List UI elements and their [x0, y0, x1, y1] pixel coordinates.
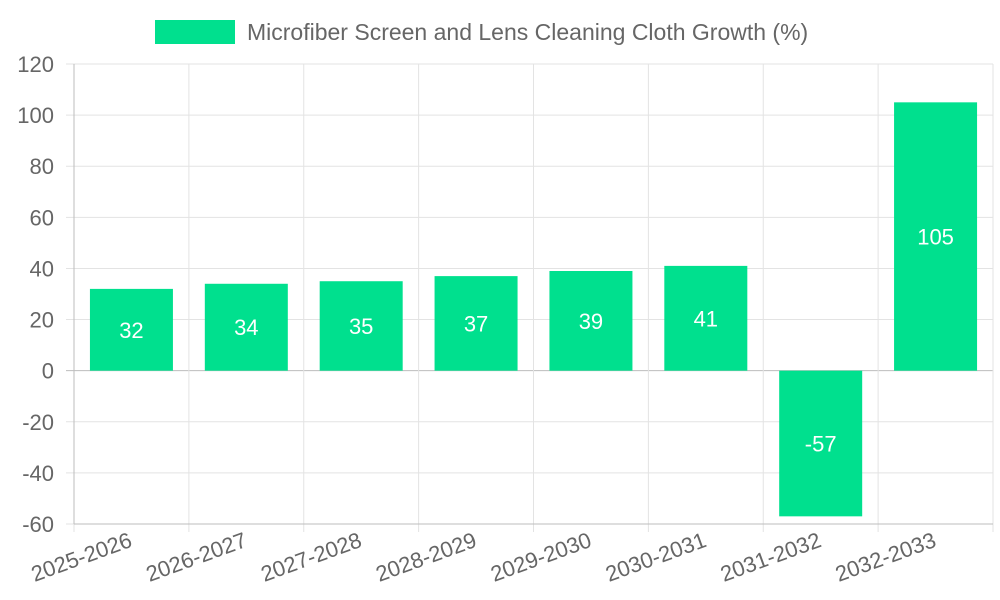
bar	[664, 265, 748, 371]
bar	[204, 283, 288, 371]
data-label: 32	[119, 318, 143, 343]
y-tick-label: -20	[22, 410, 54, 435]
data-label: 105	[917, 225, 954, 250]
data-label: 41	[694, 306, 718, 331]
bar	[779, 370, 863, 517]
data-label: 35	[349, 314, 373, 339]
y-tick-label: 40	[30, 256, 54, 281]
bar	[89, 288, 173, 371]
x-tick-label: 2030-2031	[602, 527, 709, 586]
y-tick-label: 120	[17, 52, 54, 77]
x-tick-label: 2029-2030	[487, 527, 594, 586]
bar	[894, 102, 978, 371]
y-tick-label: -40	[22, 461, 54, 486]
x-axis-ticks: 2025-2026 2026-2027 2027-2028 2028-2029 2029…	[28, 527, 940, 586]
y-tick-label: -60	[22, 512, 54, 537]
y-tick-label: 20	[30, 308, 54, 333]
x-tick-label: 2027-2028	[257, 527, 364, 586]
legend: Microfiber Screen and Lens Cleaning Clot…	[155, 19, 808, 45]
legend-label: Microfiber Screen and Lens Cleaning Clot…	[247, 19, 808, 45]
data-label: -57	[805, 432, 837, 457]
y-tick-label: 0	[42, 359, 54, 384]
legend-swatch	[155, 20, 235, 44]
x-tick-label: 2032-2033	[832, 527, 939, 586]
x-tick-label: 2028-2029	[372, 527, 479, 586]
bars: 32 34 35 37 39 41 -57 105	[89, 102, 978, 517]
y-tick-label: 60	[30, 205, 54, 230]
data-label: 37	[464, 311, 488, 336]
bar	[434, 276, 518, 371]
y-tick-label: 100	[17, 103, 54, 128]
x-tick-label: 2026-2027	[143, 527, 250, 586]
axes	[73, 64, 993, 525]
y-axis-ticks: 120 100 80 60 40 20 0 -20 -40 -60	[17, 52, 54, 537]
data-label: 39	[579, 309, 603, 334]
x-tick-label: 2031-2032	[717, 527, 824, 586]
bar	[549, 271, 633, 371]
bar	[319, 281, 403, 371]
data-label: 34	[234, 315, 258, 340]
y-tick-label: 80	[30, 154, 54, 179]
